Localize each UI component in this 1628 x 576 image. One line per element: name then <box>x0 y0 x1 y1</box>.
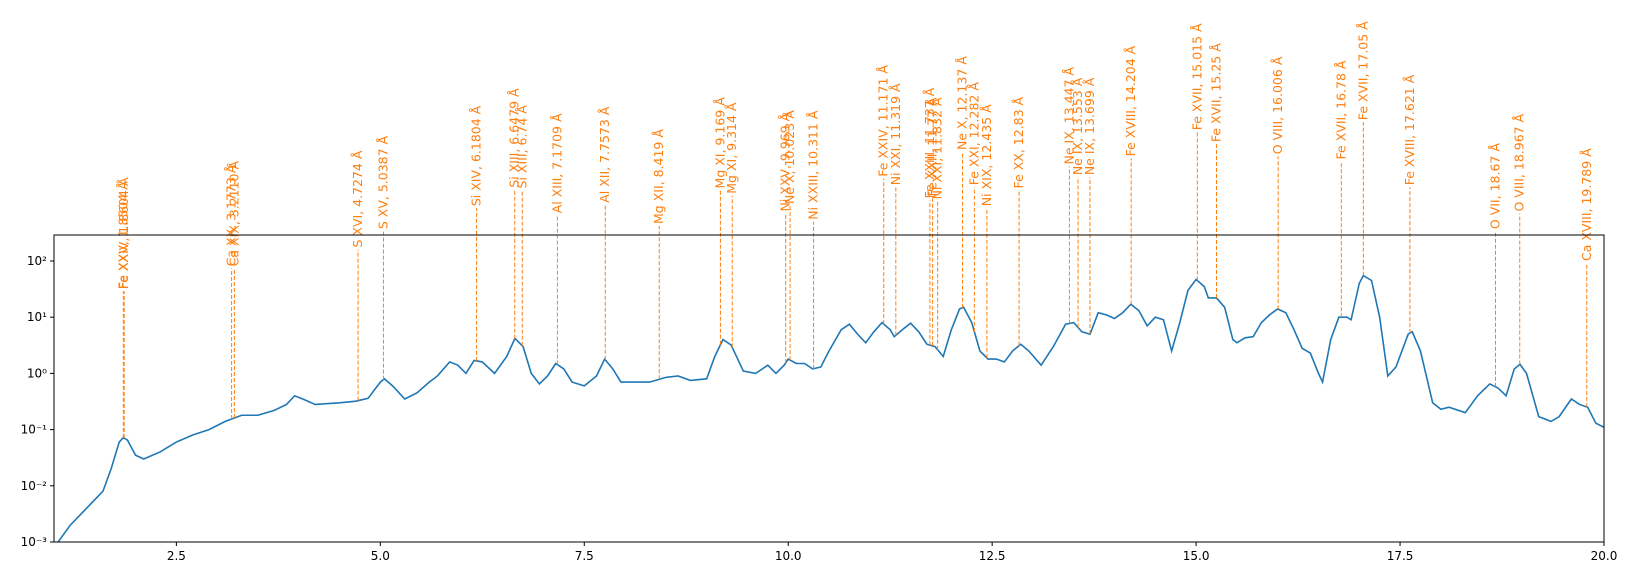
emission-label: Fe XXIV, 1.8604 Å <box>116 177 131 289</box>
emission-label: Fe XXII, 11.77 Å <box>925 97 940 196</box>
axes-frame <box>53 234 1605 543</box>
emission-label: S XVI, 4.7274 Å <box>350 150 365 247</box>
emission-label: Fe XVII, 16.78 Å <box>1333 60 1348 159</box>
emission-label: Ne IX, 13.699 Å <box>1082 77 1097 175</box>
emission-label: Si XIII, 6.6479 Å <box>507 88 522 188</box>
emission-label: Fe XX, 12.83 Å <box>1011 96 1026 188</box>
emission-label: Fe XXIII, 11.737 Å <box>922 87 937 198</box>
x-tick-label: 15.0 <box>1183 549 1210 563</box>
emission-label: Mg XI, 9.314 Å <box>724 102 739 194</box>
x-tick-label: 17.5 <box>1387 549 1414 563</box>
emission-label: Ne X, 12.137 Å <box>955 56 970 150</box>
emission-label: O VII, 18.67 Å <box>1488 143 1503 229</box>
y-tick-label: 10⁻¹ <box>21 423 48 437</box>
x-tick-label: 2.5 <box>167 549 186 563</box>
emission-label: Ca XX, 3.1773 Å <box>224 164 239 266</box>
emission-label: Ne IX, 13.553 Å <box>1070 77 1085 175</box>
emission-label: Mg XI, 9.169 Å <box>712 97 727 189</box>
emission-label: Ni XXI, 11.319 Å <box>888 83 903 185</box>
emission-label: Mg XII, 8.419 Å <box>651 129 666 224</box>
emission-label: Fe XVIII, 14.204 Å <box>1123 45 1138 156</box>
emission-label: Fe XVII, 17.05 Å <box>1355 21 1370 120</box>
x-tick-label: 5.0 <box>371 549 390 563</box>
spectrum-line <box>57 274 1604 542</box>
emission-label: Ni XXIII, 10.311 Å <box>806 110 821 220</box>
emission-label: Ni XXV, 9.969 Å <box>778 112 793 211</box>
emission-label: Ni XIX, 12.435 Å <box>979 104 994 206</box>
emission-label: Fe XXI, 12.282 Å <box>966 82 981 186</box>
emission-label: Fe XVII, 15.015 Å <box>1189 23 1204 130</box>
x-tick-label: 20.0 <box>1591 549 1618 563</box>
emission-label: Al XII, 7.7573 Å <box>597 106 612 203</box>
emission-label: Ni XXI, 11.832 Å <box>930 97 945 199</box>
emission-label: Fe XVII, 15.25 Å <box>1209 43 1224 142</box>
y-tick-label: 10⁻³ <box>21 535 48 549</box>
emission-label: Si XIII, 6.74 Å <box>514 105 529 189</box>
emission-label: O VIII, 16.006 Å <box>1270 56 1285 154</box>
emission-label: Ca XIX, 3.2110 Å <box>226 161 241 267</box>
y-tick-label: 10⁰ <box>27 366 47 380</box>
emission-label: Ne X, 10.023 Å <box>782 110 797 204</box>
y-tick-label: 10¹ <box>27 310 47 324</box>
emission-label: S XV, 5.0387 Å <box>375 135 390 229</box>
emission-label: Fe XVIII, 17.621 Å <box>1402 74 1417 185</box>
emission-label: Al XIII, 7.1709 Å <box>549 113 564 213</box>
y-tick-label: 10⁻² <box>21 479 48 493</box>
emission-label: Ne IX, 13.447 Å <box>1061 67 1076 165</box>
x-tick-label: 10.0 <box>775 549 802 563</box>
emission-label: Fe XXIV, 11.171 Å <box>876 65 891 177</box>
x-tick-label: 12.5 <box>979 549 1006 563</box>
emission-label: O VIII, 18.967 Å <box>1512 113 1527 211</box>
x-tick-label: 7.5 <box>575 549 594 563</box>
emission-label: Ca XVIII, 19.789 Å <box>1579 148 1594 261</box>
y-tick-label: 10² <box>27 254 47 268</box>
emission-label: Si XIV, 6.1804 Å <box>469 105 484 206</box>
